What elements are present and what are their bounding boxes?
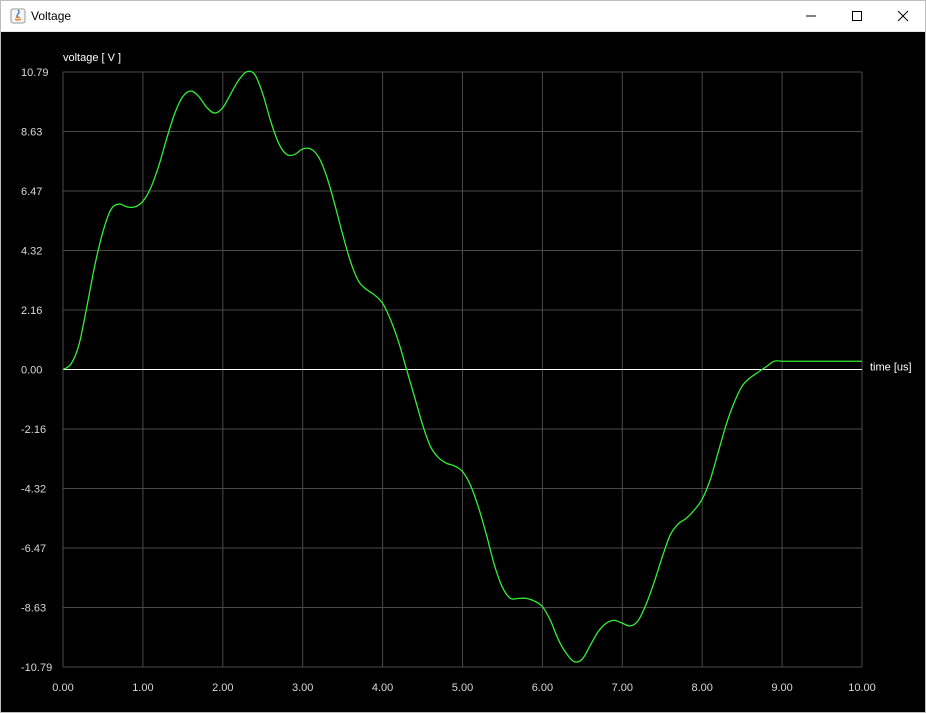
x-tick-label: 6.00 bbox=[532, 682, 553, 694]
x-tick-label: 5.00 bbox=[452, 682, 473, 694]
x-tick-label: 1.00 bbox=[132, 682, 153, 694]
minimize-icon bbox=[806, 15, 816, 17]
y-tick-label: -8.63 bbox=[21, 603, 46, 615]
close-icon bbox=[897, 10, 909, 22]
java-app-icon bbox=[10, 8, 26, 24]
maximize-icon bbox=[852, 11, 862, 21]
x-tick-label: 0.00 bbox=[52, 682, 73, 694]
y-tick-label: -6.47 bbox=[21, 543, 46, 555]
y-tick-label: 10.79 bbox=[21, 67, 49, 79]
y-tick-label: -2.16 bbox=[21, 424, 46, 436]
maximize-button[interactable] bbox=[834, 1, 880, 31]
y-tick-label: 2.16 bbox=[21, 305, 42, 317]
minimize-button[interactable] bbox=[788, 1, 834, 31]
y-tick-label: -10.79 bbox=[21, 662, 52, 674]
y-tick-label: 0.00 bbox=[21, 365, 42, 377]
x-tick-label: 7.00 bbox=[612, 682, 633, 694]
y-tick-label: 8.63 bbox=[21, 127, 42, 139]
x-axis-label: time [us] bbox=[870, 362, 912, 374]
x-tick-label: 10.00 bbox=[848, 682, 876, 694]
voltage-chart: 10.79 8.63 6.47 4.32 2.16 0.00 -2.16 -4.32 -6.47… bbox=[21, 52, 912, 694]
x-tick-label: 3.00 bbox=[292, 682, 313, 694]
y-axis-label: voltage [ V ] bbox=[63, 52, 121, 64]
y-tick-label: 6.47 bbox=[21, 186, 42, 198]
title-bar[interactable]: Voltage bbox=[1, 1, 925, 32]
x-tick-label: 4.00 bbox=[372, 682, 393, 694]
x-tick-label: 8.00 bbox=[691, 682, 712, 694]
x-tick-label: 2.00 bbox=[212, 682, 233, 694]
y-tick-labels: 10.79 8.63 6.47 4.32 2.16 0.00 -2.16 -4.32 -6.47… bbox=[21, 67, 52, 674]
y-tick-label: -4.32 bbox=[21, 484, 46, 496]
close-button[interactable] bbox=[880, 1, 926, 31]
window-title: Voltage bbox=[31, 9, 72, 23]
voltage-series-line bbox=[62, 70, 862, 663]
x-tick-label: 9.00 bbox=[771, 682, 792, 694]
x-tick-labels: 0.00 1.00 2.00 3.00 4.00 5.00 6.00 7.00 8.00 9.00… bbox=[52, 682, 875, 694]
y-tick-label: 4.32 bbox=[21, 246, 42, 258]
